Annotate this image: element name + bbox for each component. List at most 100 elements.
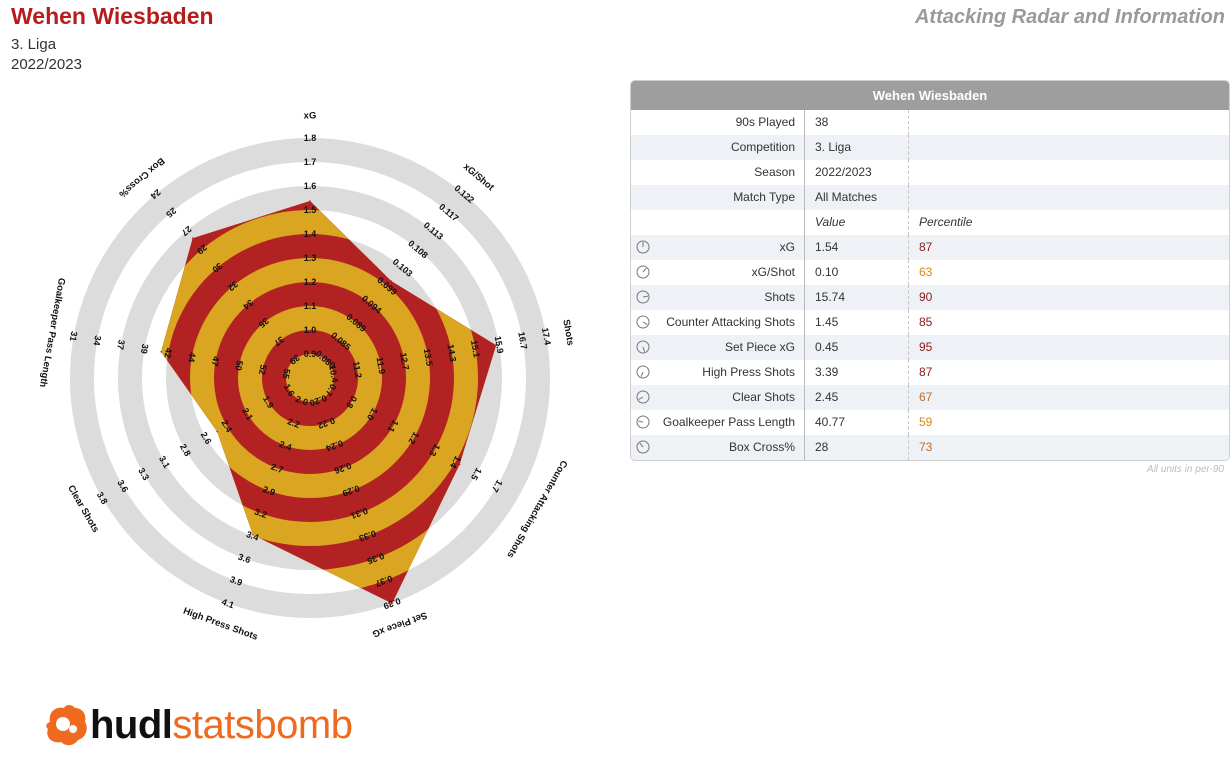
tick-label: 11.2: [351, 360, 364, 379]
metric-value: 15.74: [805, 285, 909, 310]
metric-label: Shots: [631, 285, 805, 310]
metric-label-text: Set Piece xG: [724, 340, 795, 354]
gauge-icon: [636, 265, 650, 279]
table-row: Box Cross% 28 73: [631, 435, 1229, 460]
tick-label: 32: [226, 279, 240, 293]
tick-label: 34: [241, 297, 255, 311]
axis-label: High Press Shots: [182, 606, 260, 643]
tick-label: 13.5: [422, 348, 435, 367]
tick-label: 14.3: [445, 343, 458, 362]
metric-label: High Press Shots: [631, 360, 805, 385]
table-row: High Press Shots 3.39 87: [631, 360, 1229, 385]
table-body: 90s Played 38 Competition 3. Liga Season 2022…: [631, 110, 1229, 460]
metric-percentile: 87: [919, 365, 933, 379]
tick-label: 44: [186, 351, 198, 363]
tick-label: 10.4: [327, 364, 340, 383]
table-row: 90s Played 38: [631, 110, 1229, 135]
tick-label: 27: [180, 224, 194, 238]
metric-value: 28: [805, 435, 909, 460]
tick-label: 39: [288, 353, 302, 367]
tick-label: 37: [115, 339, 127, 351]
info-value: 3. Liga: [805, 135, 909, 160]
info-empty: [909, 135, 919, 160]
tick-label: 37: [272, 334, 286, 348]
tick-label: 55: [281, 368, 293, 380]
tick-label: 47: [210, 356, 222, 368]
logo-wordmark: hudlstatsbomb: [90, 703, 353, 747]
gauge-icon: [636, 415, 650, 429]
tick-label: 2.4: [278, 439, 293, 453]
tick-label: 2.2: [286, 416, 301, 430]
gauge-icon: [636, 390, 650, 404]
metric-value: 0.45: [805, 335, 909, 360]
radar-vertex: [390, 280, 393, 282]
metric-percentile: 87: [919, 240, 933, 254]
metric-label-text: High Press Shots: [702, 365, 795, 379]
info-empty: [909, 185, 919, 210]
tick-label: 52: [257, 364, 269, 376]
metric-label: Goalkeeper Pass Length: [631, 410, 805, 435]
metric-label: xG/Shot: [631, 260, 805, 285]
tick-label: 1.6: [304, 181, 317, 191]
tick-label: 3.4: [245, 529, 260, 543]
radar-vertex: [216, 430, 218, 433]
radar-vertex: [160, 350, 162, 353]
table-row: Value Percentile: [631, 210, 1229, 235]
metric-value: 40.77: [805, 410, 909, 435]
info-value: 2022/2023: [805, 160, 909, 185]
metric-label: Box Cross%: [631, 435, 805, 460]
units-note: All units in per-90: [1146, 464, 1224, 475]
tick-label: 0.9: [304, 349, 317, 359]
radar-vertex: [191, 237, 194, 239]
axis-label: Set Piece xG: [371, 609, 429, 639]
table-row: Set Piece xG 0.45 95: [631, 335, 1229, 360]
info-value: 38: [805, 110, 909, 135]
metric-value: 0.10: [805, 260, 909, 285]
metric-label-text: Box Cross%: [728, 440, 795, 454]
metric-label: Set Piece xG: [631, 335, 805, 360]
tick-label: 12.7: [398, 352, 411, 371]
tick-label: 15.9: [493, 335, 506, 354]
metric-label-text: xG/Shot: [751, 265, 795, 279]
table-row: Shots 15.74 90: [631, 285, 1229, 310]
metric-label: Clear Shots: [631, 385, 805, 410]
radar-chart: 0.91.01.11.21.31.41.51.61.71.8xG0.0800.0…: [37, 111, 576, 643]
tick-label: 2.7: [270, 461, 285, 475]
statsbomb-flame-icon: [46, 705, 87, 746]
info-label: 90s Played: [631, 110, 805, 135]
metric-label: Counter Attacking Shots: [631, 310, 805, 335]
metric-label-text: xG: [779, 240, 795, 254]
tick-label: 4.1: [220, 597, 235, 611]
tick-label: 31: [68, 331, 80, 343]
gauge-icon: [636, 365, 650, 379]
info-label: Competition: [631, 135, 805, 160]
tick-label: 1.7: [304, 157, 317, 167]
radar-vertex: [391, 602, 393, 605]
metric-percentile: 85: [919, 315, 933, 329]
metric-percentile: 73: [919, 440, 933, 454]
column-header-percentile: Percentile: [919, 215, 973, 229]
tick-label: 17.4: [540, 327, 553, 346]
tick-label: 50: [233, 360, 245, 372]
hudl-statsbomb-logo: hudlstatsbomb: [42, 700, 353, 750]
axis-label: xG: [304, 111, 317, 122]
info-value: All Matches: [805, 185, 909, 210]
metric-label-text: Counter Attacking Shots: [666, 315, 795, 329]
gauge-icon: [636, 340, 650, 354]
tick-label: 3.2: [253, 506, 268, 520]
tick-label: 35: [257, 316, 271, 330]
tick-label: 16.7: [516, 331, 529, 350]
page-title: Attacking Radar and Information: [914, 6, 1225, 28]
radar-band: [286, 354, 334, 402]
radar-vertex: [458, 463, 461, 466]
tick-label: 39: [139, 343, 151, 355]
info-table: Wehen Wiesbaden 90s Played 38 Competition 3…: [630, 80, 1230, 461]
metric-value: 1.54: [805, 235, 909, 260]
tick-label: 1.4: [304, 229, 317, 239]
tick-label: 3.9: [229, 574, 244, 588]
table-header: Wehen Wiesbaden: [631, 81, 1229, 110]
team-title: Wehen Wiesbaden: [11, 3, 214, 29]
tick-label: 34: [92, 335, 104, 347]
tick-label: 15.1: [469, 339, 482, 358]
metric-percentile: 90: [919, 290, 933, 304]
